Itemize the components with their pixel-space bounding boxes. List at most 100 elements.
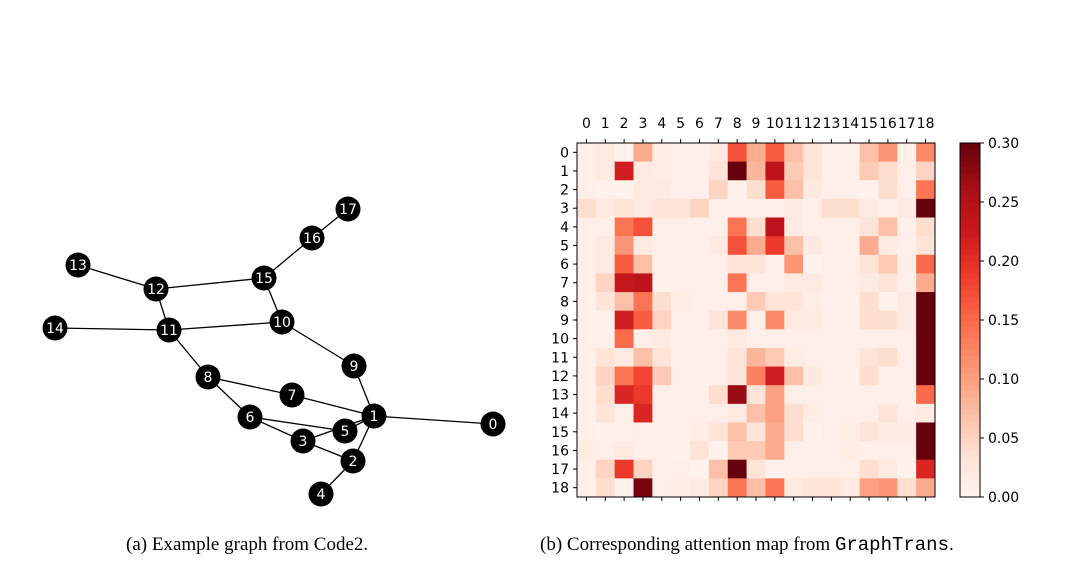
heatmap-cell	[708, 478, 729, 498]
x-tick-label: 15	[860, 116, 878, 132]
heatmap-cell	[614, 347, 635, 368]
heatmap-cell	[595, 385, 616, 405]
heatmap-cell	[708, 198, 729, 219]
heatmap-cell	[821, 403, 842, 423]
heatmap-cell	[840, 422, 861, 442]
heatmap-cell	[897, 198, 917, 219]
heatmap-cell	[916, 236, 936, 256]
heatmap-cell	[784, 441, 804, 461]
colorbar-tick-label: 0.00	[988, 490, 1019, 506]
heatmap-cell	[690, 273, 710, 293]
heatmap-cell	[916, 143, 936, 163]
heatmap-cell	[784, 273, 804, 293]
heatmap-cell	[652, 143, 672, 163]
graph-node-label: 1	[370, 409, 379, 425]
heatmap-cell	[727, 236, 748, 256]
graph-node	[269, 309, 295, 335]
colorbar-segment	[960, 296, 980, 303]
graph-node-label: 4	[317, 487, 326, 503]
y-tick-label: 16	[551, 443, 569, 459]
heatmap-cell	[690, 292, 710, 312]
heatmap-cell	[652, 217, 672, 237]
colorbar-segment	[960, 449, 980, 457]
heatmap-cell	[708, 180, 729, 200]
heatmap-cell	[784, 254, 804, 274]
heatmap-cell	[595, 198, 616, 219]
heatmap-cell	[577, 366, 597, 386]
heatmap-cell	[897, 385, 917, 405]
heatmap-cell	[821, 292, 842, 312]
graph-node	[335, 196, 361, 222]
colorbar-segment	[960, 438, 980, 445]
heatmap-cell	[671, 385, 691, 405]
colorbar-segment	[960, 284, 980, 291]
heatmap-cell	[595, 441, 616, 461]
heatmap-cell	[765, 459, 785, 479]
heatmap-cell	[577, 292, 597, 312]
graph-node-label: 9	[350, 359, 359, 375]
heatmap-cell	[633, 459, 653, 479]
y-tick-label: 4	[560, 220, 569, 236]
graph-node-label: 5	[341, 424, 350, 440]
heatmap-cell	[633, 441, 653, 461]
colorbar-segment	[960, 213, 980, 221]
heatmap-cell	[614, 329, 635, 349]
heatmap-cell	[652, 198, 672, 219]
heatmap-cell	[878, 254, 898, 274]
colorbar-tick-label: 0.10	[988, 372, 1019, 388]
heatmap-cell	[878, 329, 898, 349]
heatmap-cell	[840, 347, 861, 368]
heatmap-cell	[803, 403, 823, 423]
heatmap-cell	[727, 347, 748, 368]
heatmap-cell	[727, 459, 748, 479]
colorbar-segment	[960, 402, 980, 409]
heatmap-cell	[897, 180, 917, 200]
graph-node-label: 6	[246, 410, 255, 426]
caption-b: (b) Corresponding attention map from Gra…	[540, 534, 954, 556]
heatmap-cell	[803, 198, 823, 219]
colorbar-segment	[960, 426, 980, 433]
heatmap-cell	[840, 366, 861, 386]
heatmap-cell	[652, 347, 672, 368]
x-tick-label: 12	[804, 116, 822, 132]
heatmap-cell	[859, 217, 879, 237]
heatmap-cell	[727, 310, 748, 330]
heatmap-cell	[577, 329, 597, 349]
colorbar-segment	[960, 355, 980, 362]
heatmap-cell	[595, 161, 616, 181]
heatmap-cell	[690, 347, 710, 368]
heatmap-cell	[784, 329, 804, 349]
heatmap-cell	[840, 236, 861, 256]
heatmap-cell	[633, 403, 653, 423]
heatmap-cell	[671, 459, 691, 479]
heatmap-cell	[878, 292, 898, 312]
heatmap-cell	[821, 273, 842, 293]
heatmap-cell	[897, 161, 917, 181]
colorbar-segment	[960, 379, 980, 386]
colorbar-segment	[960, 154, 980, 162]
heatmap-cell	[614, 385, 635, 405]
y-tick-label: 0	[560, 145, 569, 161]
heatmap-cell	[916, 347, 936, 368]
colorbar-segment	[960, 266, 980, 274]
heatmap-cell	[746, 441, 766, 461]
colorbar-segment	[960, 184, 980, 191]
heatmap-cell	[897, 310, 917, 330]
heatmap-cell	[727, 292, 748, 312]
heatmap-cell	[595, 422, 616, 442]
heatmap-cell	[859, 366, 879, 386]
heatmap-cell	[614, 403, 635, 423]
heatmap-cell	[746, 161, 766, 181]
heatmap-cell	[859, 310, 879, 330]
graph-node-label: 12	[147, 282, 165, 298]
heatmap-cell	[652, 310, 672, 330]
heatmap-cell	[821, 310, 842, 330]
heatmap-cell	[671, 273, 691, 293]
y-tick-label: 6	[560, 257, 569, 273]
heatmap-cell	[633, 292, 653, 312]
colorbar-segment	[960, 349, 980, 356]
graph-node	[156, 317, 182, 343]
heatmap-cell	[652, 161, 672, 181]
y-tick-label: 10	[551, 332, 569, 348]
heatmap-cell	[821, 254, 842, 274]
